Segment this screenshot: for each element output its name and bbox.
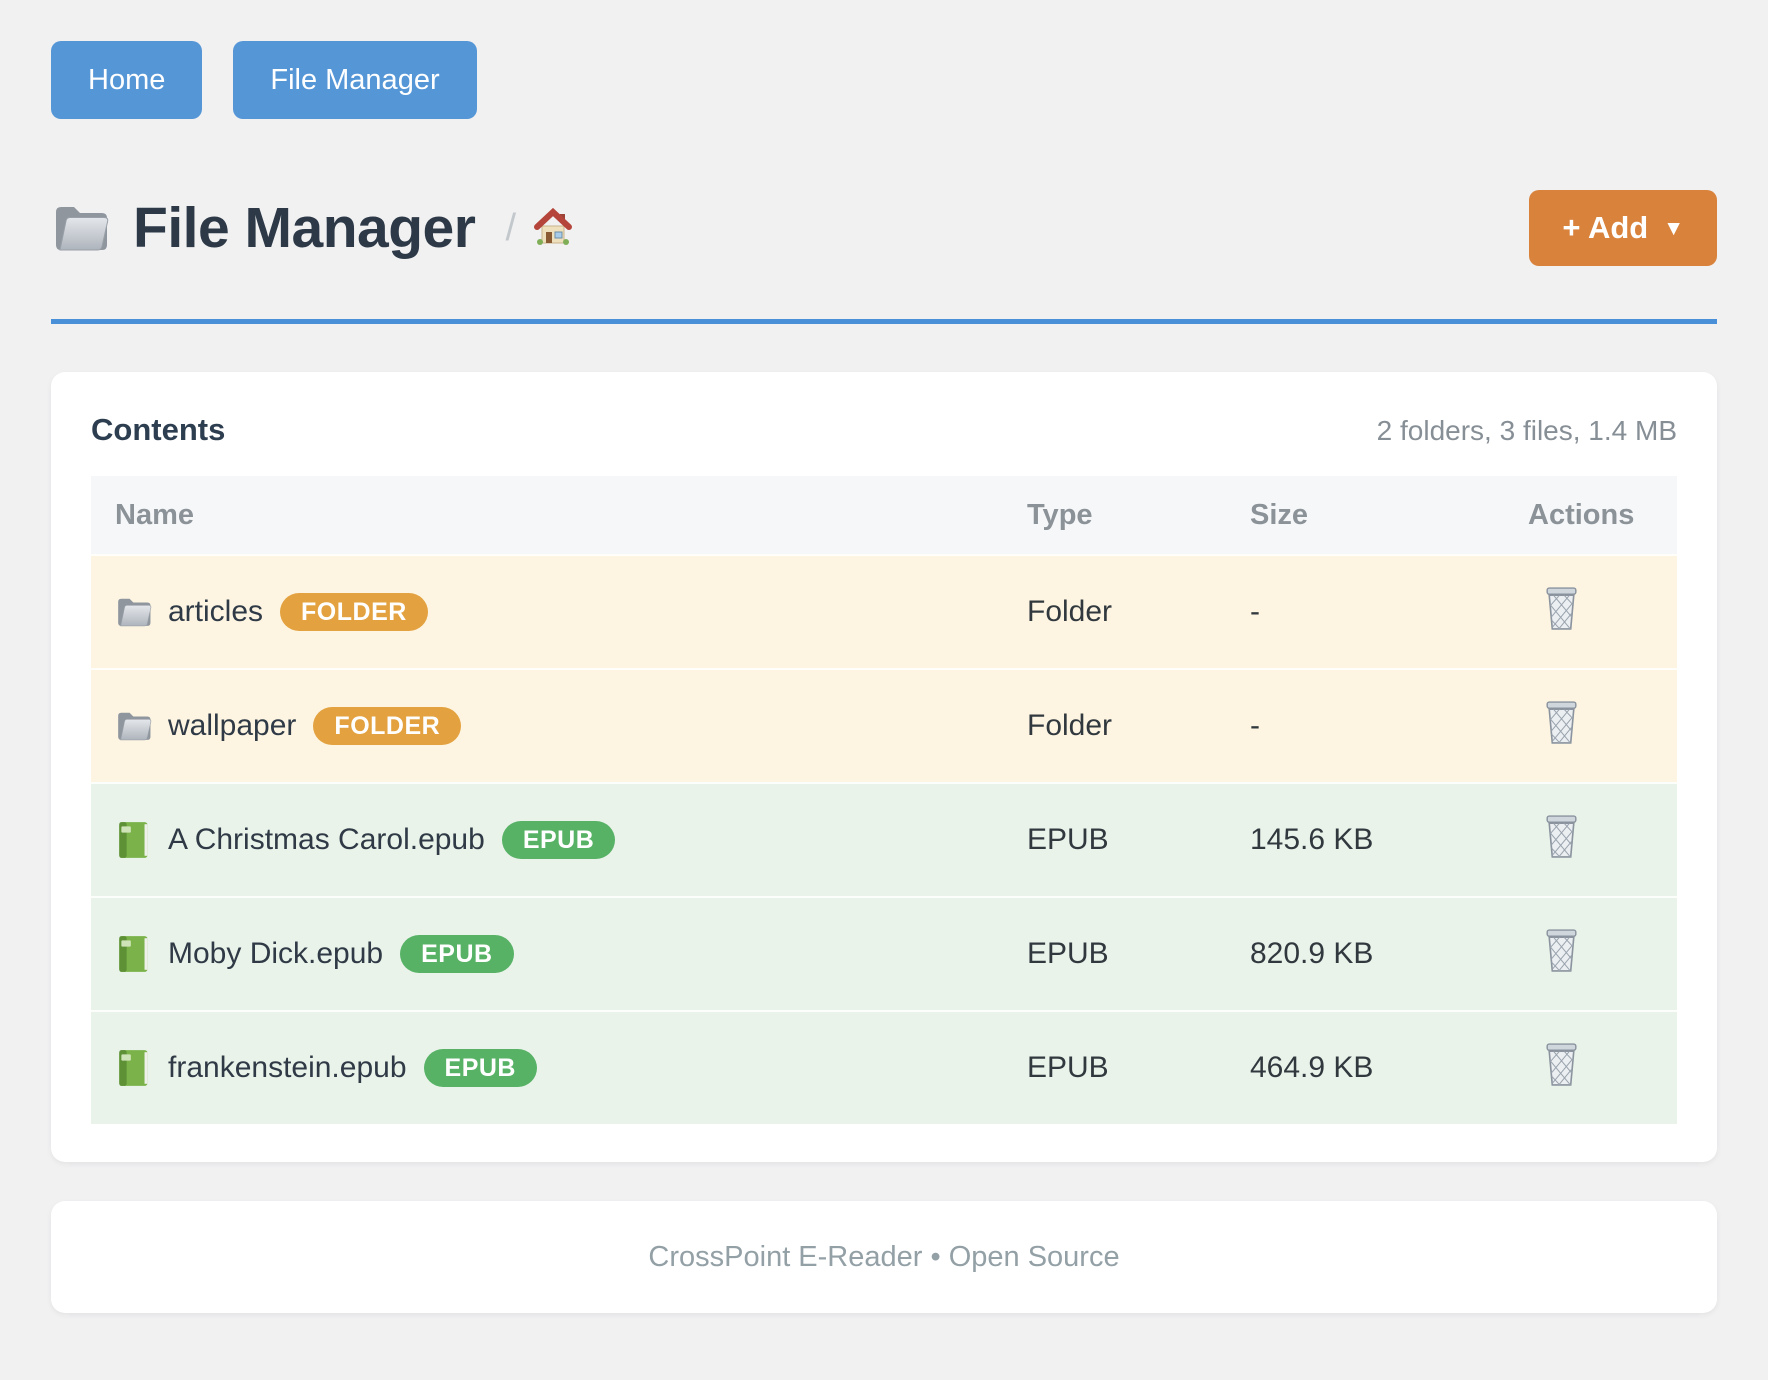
type-cell: EPUB	[1027, 1051, 1109, 1084]
contents-card: Contents 2 folders, 3 files, 1.4 MB Name…	[51, 372, 1717, 1162]
trash-icon	[1543, 814, 1580, 859]
trash-icon	[1543, 700, 1580, 745]
add-button[interactable]: + Add ▼	[1529, 190, 1717, 266]
type-cell: EPUB	[1027, 937, 1109, 970]
type-badge: EPUB	[423, 1049, 537, 1087]
size-cell: 145.6 KB	[1250, 823, 1374, 856]
size-cell: 464.9 KB	[1250, 1051, 1374, 1084]
trash-icon	[1543, 928, 1580, 973]
delete-button[interactable]	[1528, 1042, 1580, 1087]
files-table: Name Type Size Actions articles FOLDER F…	[91, 476, 1677, 1124]
house-icon[interactable]	[532, 207, 574, 249]
folder-icon	[115, 706, 153, 746]
page-header: File Manager / + Add ▼	[51, 190, 1717, 324]
size-cell: -	[1250, 709, 1260, 742]
top-nav: Home File Manager	[51, 41, 1717, 119]
trash-icon	[1543, 1042, 1580, 1087]
file-name: frankenstein.epub	[168, 1051, 407, 1084]
type-badge: FOLDER	[313, 707, 462, 745]
contents-title: Contents	[91, 412, 226, 447]
footer-text: CrossPoint E-Reader • Open Source	[648, 1240, 1120, 1273]
folder-icon	[51, 202, 111, 254]
name-cell: wallpaper FOLDER	[91, 706, 1027, 746]
file-manager-button[interactable]: File Manager	[233, 41, 477, 119]
column-header-size: Size	[1250, 498, 1309, 531]
name-cell: Moby Dick.epub EPUB	[91, 934, 1027, 974]
column-header-actions: Actions	[1528, 498, 1635, 531]
table-row[interactable]: Moby Dick.epub EPUB EPUB 820.9 KB	[91, 896, 1677, 1010]
delete-button[interactable]	[1528, 928, 1580, 973]
footer: CrossPoint E-Reader • Open Source	[51, 1201, 1717, 1313]
file-manager-page: Home File Manager File Manager / + Add ▼…	[51, 41, 1717, 1313]
table-body: articles FOLDER Folder - wallpaper FOLDE…	[91, 554, 1677, 1124]
size-cell: -	[1250, 595, 1260, 628]
breadcrumb-separator: /	[505, 206, 516, 249]
size-cell: 820.9 KB	[1250, 937, 1374, 970]
name-cell: articles FOLDER	[91, 592, 1027, 632]
file-name: wallpaper	[168, 709, 297, 742]
type-cell: Folder	[1027, 709, 1113, 742]
table-row[interactable]: articles FOLDER Folder -	[91, 554, 1677, 668]
type-cell: Folder	[1027, 595, 1113, 628]
file-name: Moby Dick.epub	[168, 937, 384, 970]
file-name: A Christmas Carol.epub	[168, 823, 485, 856]
delete-button[interactable]	[1528, 586, 1580, 631]
column-header-type: Type	[1027, 498, 1093, 531]
contents-summary: 2 folders, 3 files, 1.4 MB	[1376, 415, 1677, 446]
book-icon	[115, 934, 153, 974]
chevron-down-icon: ▼	[1663, 217, 1684, 240]
type-cell: EPUB	[1027, 823, 1109, 856]
page-title: File Manager	[133, 196, 476, 260]
table-row[interactable]: wallpaper FOLDER Folder -	[91, 668, 1677, 782]
file-name: articles	[168, 595, 264, 628]
type-badge: EPUB	[400, 935, 514, 973]
breadcrumb: /	[505, 207, 574, 250]
trash-icon	[1543, 586, 1580, 631]
table-header: Name Type Size Actions	[91, 476, 1677, 554]
delete-button[interactable]	[1528, 814, 1580, 859]
add-button-label: + Add	[1562, 210, 1649, 245]
name-cell: frankenstein.epub EPUB	[91, 1048, 1027, 1088]
book-icon	[115, 1048, 153, 1088]
type-badge: FOLDER	[280, 593, 428, 631]
table-row[interactable]: frankenstein.epub EPUB EPUB 464.9 KB	[91, 1010, 1677, 1124]
home-button[interactable]: Home	[51, 41, 203, 119]
type-badge: EPUB	[501, 821, 616, 859]
book-icon	[115, 820, 153, 860]
delete-button[interactable]	[1528, 700, 1580, 745]
folder-icon	[115, 592, 153, 632]
table-row[interactable]: A Christmas Carol.epub EPUB EPUB 145.6 K…	[91, 782, 1677, 896]
column-header-name: Name	[115, 498, 194, 531]
name-cell: A Christmas Carol.epub EPUB	[91, 820, 1027, 860]
